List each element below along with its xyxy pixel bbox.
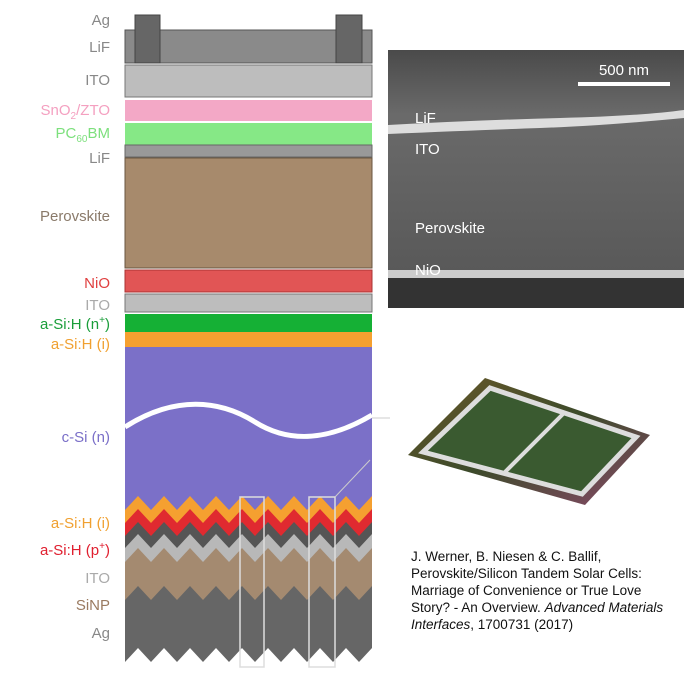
cell-photo [408, 378, 650, 505]
citation-rest: , 1700731 (2017) [470, 617, 573, 632]
label-part: SnO [41, 102, 71, 119]
label-part: Ag [92, 625, 110, 642]
layer-label: LiF [89, 150, 110, 167]
label-part: ) [105, 316, 110, 333]
label-part: LiF [89, 150, 110, 167]
layer-label: PC60BM [56, 125, 110, 145]
label-part: ITO [85, 297, 110, 314]
sem-label: ITO [415, 141, 440, 158]
label-part: c-Si (n) [62, 429, 110, 446]
layer-label: Ag [92, 625, 110, 642]
layer-label: a-Si:H (n+) [40, 315, 110, 333]
label-part: a-Si:H (n [40, 316, 99, 333]
sem-label: NiO [415, 262, 441, 279]
layer-label: ITO [85, 72, 110, 89]
label-part: NiO [84, 275, 110, 292]
citation: J. Werner, B. Niesen & C. Ballif, Perovs… [411, 548, 681, 633]
label-part: Perovskite [40, 208, 110, 225]
label-part: ITO [85, 570, 110, 587]
layer-label: Ag [92, 12, 110, 29]
layer-label: a-Si:H (i) [51, 515, 110, 532]
label-part: PC [56, 125, 77, 142]
layer-label: SiNP [76, 597, 110, 614]
citation-authors: J. Werner, B. Niesen & C. Ballif, [411, 549, 601, 564]
layer-stack [125, 15, 390, 686]
sem-image: 500 nm LiF ITO Perovskite NiO [388, 50, 684, 308]
layer-label: a-Si:H (p+) [40, 541, 110, 559]
sem-label: Perovskite [415, 220, 485, 237]
label-part: 60 [76, 134, 88, 145]
label-part: /ZTO [76, 102, 110, 119]
layer-label: LiF [89, 39, 110, 56]
layer-label: NiO [84, 275, 110, 292]
label-part: ) [105, 542, 110, 559]
layer-label: a-Si:H (i) [51, 336, 110, 353]
label-part: a-Si:H (i) [51, 515, 110, 532]
label-part: ITO [85, 72, 110, 89]
scale-label: 500 nm [599, 62, 649, 79]
layer-label: ITO [85, 570, 110, 587]
sem-label: LiF [415, 110, 436, 127]
label-part: LiF [89, 39, 110, 56]
layer-label: SnO2/ZTO [41, 102, 110, 122]
layer-label: ITO [85, 297, 110, 314]
layer-labels: Ag LiF ITO SnO2/ZTO PC60BM LiF Perovskite NiO IT… [40, 12, 110, 642]
layer-label: c-Si (n) [62, 429, 110, 446]
label-part: SiNP [76, 597, 110, 614]
page: 500 nm LiF ITO Perovskite NiO Ag LiF ITO Sn… [0, 0, 684, 686]
label-part: a-Si:H (i) [51, 336, 110, 353]
label-part: a-Si:H (p [40, 542, 99, 559]
label-part: BM [88, 125, 111, 142]
layer-label: Perovskite [40, 208, 110, 225]
label-part: Ag [92, 12, 110, 29]
